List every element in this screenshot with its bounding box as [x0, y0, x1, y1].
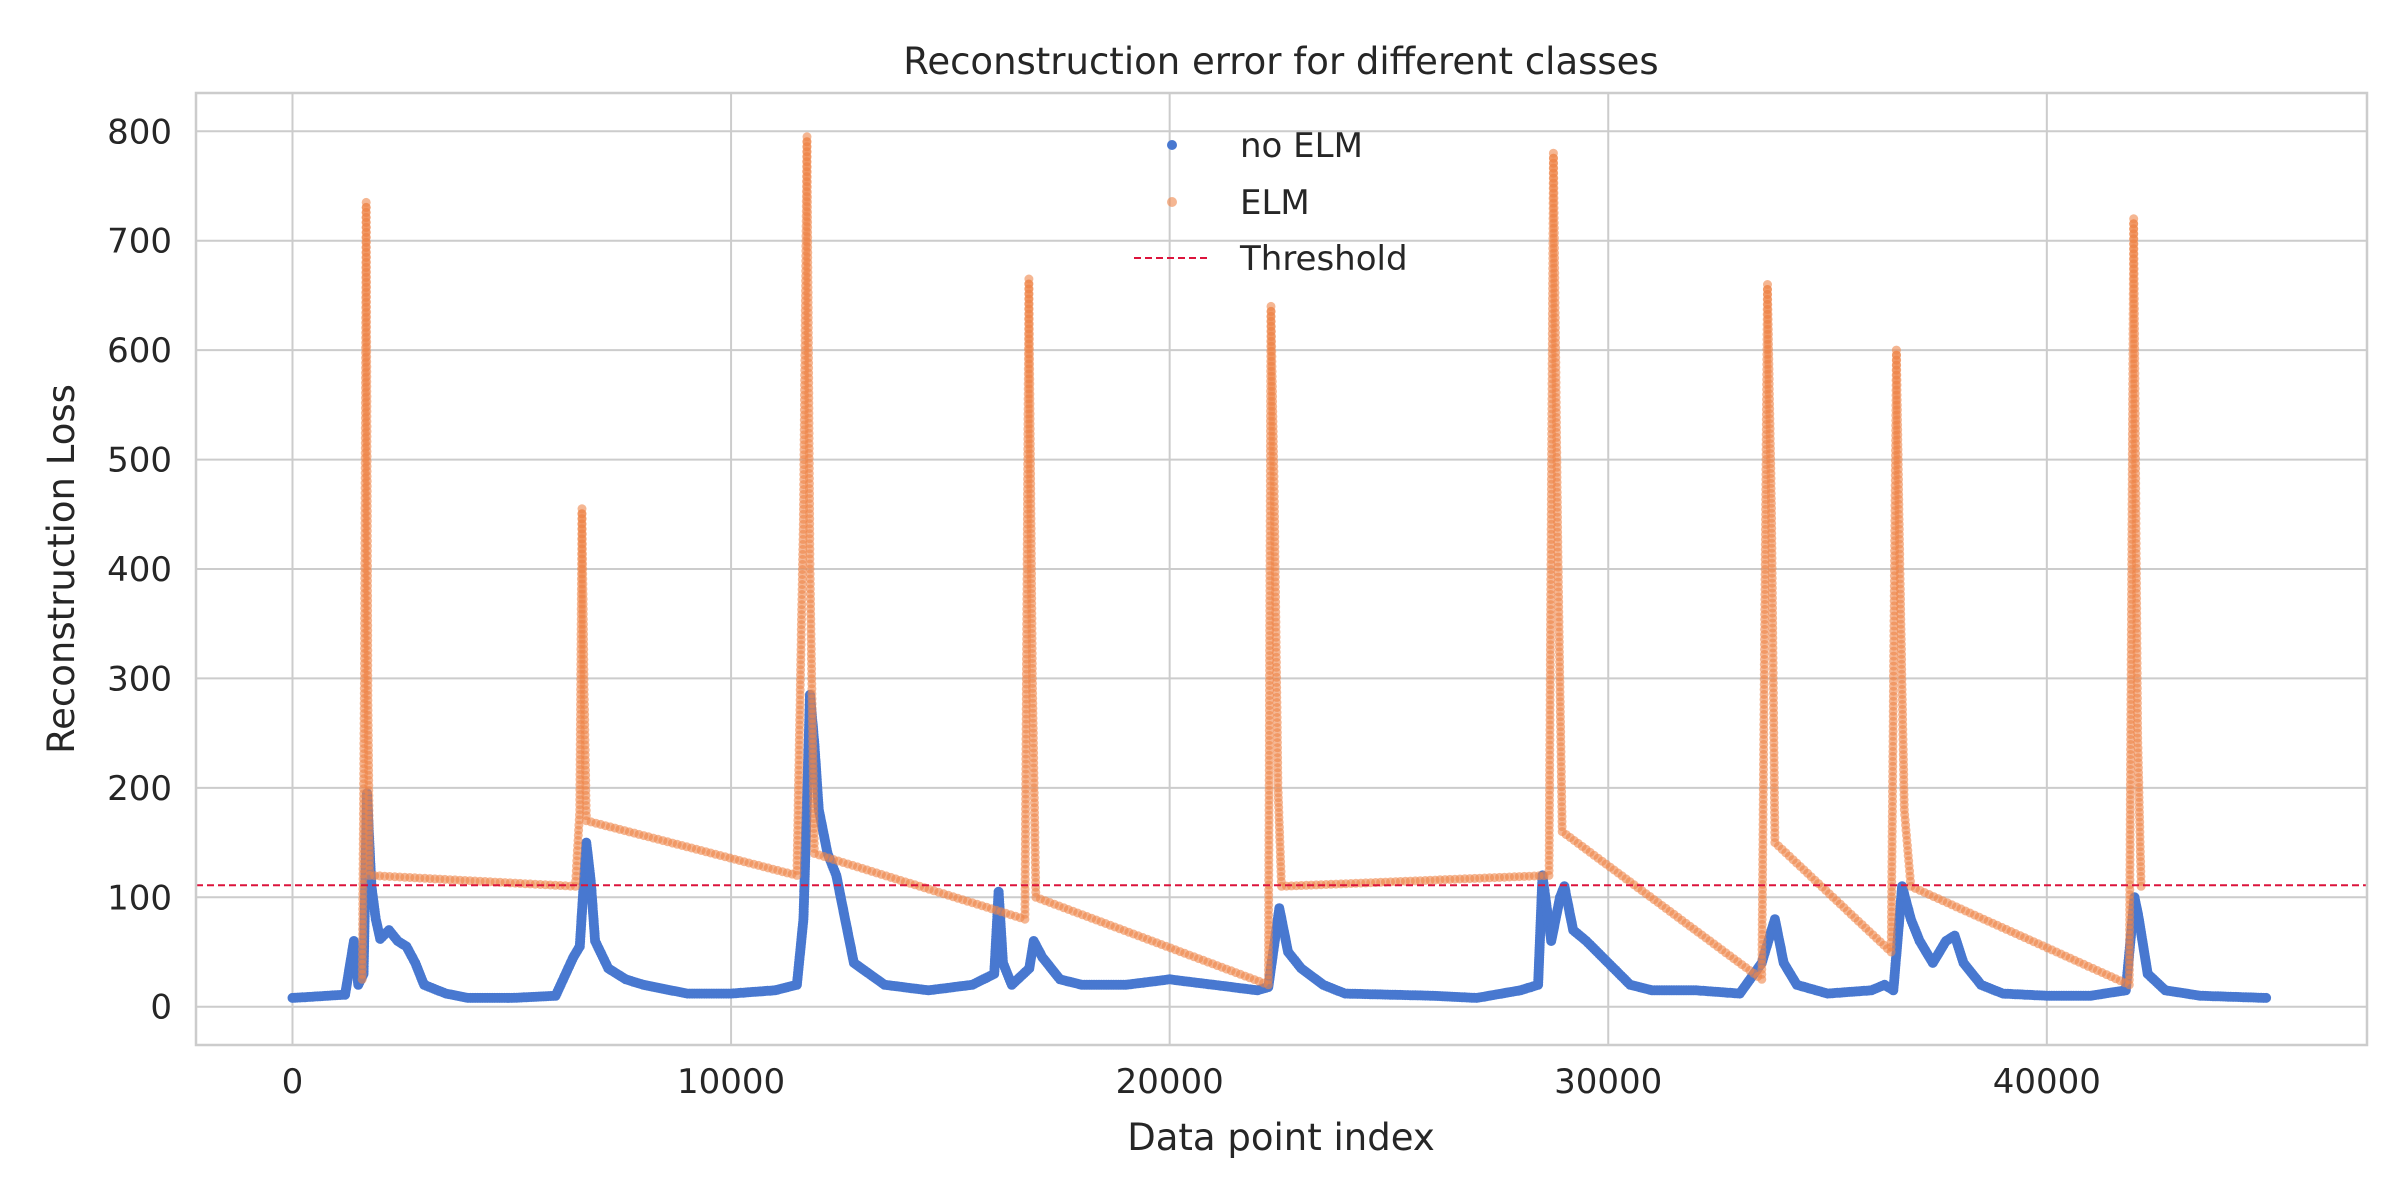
y-tick-label: 200 [107, 769, 172, 809]
chart-title: Reconstruction error for different class… [903, 40, 1658, 83]
y-tick-label: 300 [107, 659, 172, 699]
legend-marker-no-elm [1167, 140, 1177, 150]
x-tick-label: 40000 [1993, 1062, 2101, 1102]
legend-label-elm: ELM [1240, 183, 1310, 223]
data-point-no-elm [2261, 992, 2272, 1003]
data-point-elm [2136, 881, 2146, 891]
x-axis-label: Data point index [1127, 1116, 1434, 1159]
tick-layer: 0 10000 20000 30000 40000 0 100 200 300 400 500 600… [107, 112, 2101, 1102]
grid-layer [196, 93, 2367, 1045]
y-tick-label: 100 [107, 878, 172, 918]
y-tick-label: 700 [107, 222, 172, 262]
y-tick-label: 0 [150, 988, 172, 1028]
x-tick-label: 30000 [1554, 1062, 1662, 1102]
x-tick-label: 20000 [1116, 1062, 1224, 1102]
legend-label-threshold: Threshold [1239, 239, 1408, 279]
data-layer [287, 132, 2272, 1003]
y-tick-label: 500 [107, 441, 172, 481]
y-tick-label: 400 [107, 550, 172, 590]
y-tick-label: 800 [107, 112, 172, 152]
x-tick-label: 0 [282, 1062, 304, 1102]
y-axis-label: Reconstruction Loss [40, 384, 83, 754]
plot-frame [194, 91, 2369, 1047]
legend: no ELM ELM Threshold [1134, 126, 1408, 279]
legend-label-no-elm: no ELM [1240, 126, 1363, 166]
legend-marker-elm [1167, 197, 1177, 207]
x-tick-label: 10000 [677, 1062, 785, 1102]
series-elm [357, 132, 2146, 990]
y-tick-label: 600 [107, 331, 172, 371]
